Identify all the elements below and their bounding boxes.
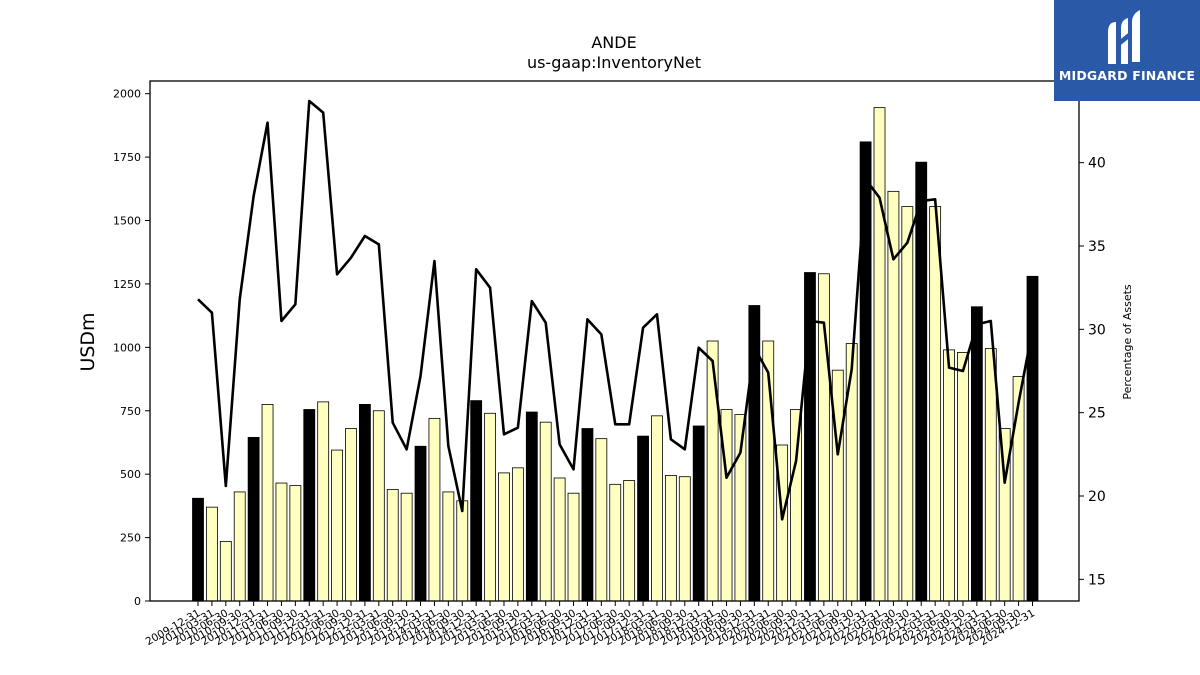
bar-quarter xyxy=(553,477,566,602)
bar-quarter xyxy=(386,488,399,602)
bar-quarter xyxy=(831,369,844,602)
line-layer xyxy=(197,99,1034,521)
y-tick-label-right: 35 xyxy=(1088,239,1106,255)
bar-quarter xyxy=(651,415,663,602)
bar-annual xyxy=(470,400,483,602)
bar-quarter xyxy=(623,480,636,602)
bar-quarter xyxy=(734,414,747,602)
plot-frame xyxy=(149,80,1080,602)
bar-quarter xyxy=(984,348,997,602)
bar-quarter xyxy=(400,492,413,602)
bar-quarter xyxy=(484,412,496,602)
bar-annual xyxy=(581,428,594,602)
bar-quarter xyxy=(261,404,274,602)
bar-quarter xyxy=(331,449,343,602)
bar-quarter xyxy=(706,340,719,602)
y-tick-label-left: 750 xyxy=(120,405,141,418)
y-tick-label-right: 40 xyxy=(1088,156,1106,172)
bar-quarter xyxy=(595,438,608,602)
bar-annual xyxy=(414,445,427,602)
bar-quarter xyxy=(289,485,302,602)
bar-quarter xyxy=(428,417,441,602)
y-tick-label-right: 30 xyxy=(1088,322,1106,338)
bars-layer xyxy=(192,107,1039,602)
percentage-of-assets-line xyxy=(197,99,1034,521)
axes-layer: 0 250 500 750 1000 1250 1500 1750 2000 15 20 25 30 35… xyxy=(113,80,1106,648)
bar-quarter xyxy=(511,467,524,602)
y-tick-label-left: 1500 xyxy=(113,215,141,228)
bar-quarter xyxy=(317,401,330,602)
bar-quarter xyxy=(678,476,691,602)
y-tick-label-left: 250 xyxy=(120,532,141,545)
y-axis-label-right: Percentage of Assets xyxy=(1121,284,1134,400)
bar-quarter xyxy=(943,349,955,602)
bar-annual xyxy=(192,497,204,602)
bar-quarter xyxy=(539,421,552,602)
bar-quarter xyxy=(275,482,288,602)
bar-quarter xyxy=(372,410,385,602)
bar-quarter xyxy=(664,475,677,602)
bar-quarter xyxy=(456,500,469,602)
bar-quarter xyxy=(233,491,246,602)
bar-annual xyxy=(1026,275,1039,602)
bar-quarter xyxy=(845,343,858,602)
bar-annual xyxy=(525,411,538,602)
y-tick-label-left: 500 xyxy=(120,468,141,481)
bar-annual xyxy=(247,436,260,602)
bar-quarter xyxy=(929,206,942,602)
bar-annual xyxy=(915,161,928,602)
bar-quarter xyxy=(873,107,886,602)
y-axis-label-left: USDm xyxy=(77,312,99,371)
bar-quarter xyxy=(957,352,969,602)
y-tick-label-left: 1000 xyxy=(113,341,141,354)
bar-quarter xyxy=(345,428,357,602)
y-tick-label-left: 1250 xyxy=(113,278,141,291)
bar-quarter xyxy=(206,506,218,602)
bar-quarter xyxy=(901,206,914,602)
y-tick-label-right: 15 xyxy=(1088,572,1106,588)
chart-subtitle: us-gaap:InventoryNet xyxy=(527,53,701,72)
y-tick-label-right: 20 xyxy=(1088,489,1106,505)
bar-quarter xyxy=(609,483,622,602)
midgard-finance-logo: MIDGARD FINANCE xyxy=(1054,0,1200,101)
y-tick-label-left: 1750 xyxy=(113,151,141,164)
bar-annual xyxy=(692,425,705,602)
bar-quarter xyxy=(498,472,510,602)
bar-annual xyxy=(970,306,983,602)
logo-mark-icon xyxy=(1108,10,1140,64)
y-tick-label-right: 25 xyxy=(1088,406,1106,422)
bar-quarter xyxy=(219,540,232,602)
bar-quarter xyxy=(567,492,580,602)
bar-annual xyxy=(358,404,371,602)
bar-annual xyxy=(859,141,872,602)
logo-text: MIDGARD FINANCE xyxy=(1058,68,1196,83)
bar-annual xyxy=(637,435,649,602)
y-tick-label-left: 0 xyxy=(134,595,141,608)
chart-title: ANDE xyxy=(591,33,636,52)
bar-annual xyxy=(303,409,316,602)
bar-quarter xyxy=(442,491,455,602)
y-tick-label-left: 2000 xyxy=(113,88,141,101)
bar-quarter xyxy=(790,409,802,602)
